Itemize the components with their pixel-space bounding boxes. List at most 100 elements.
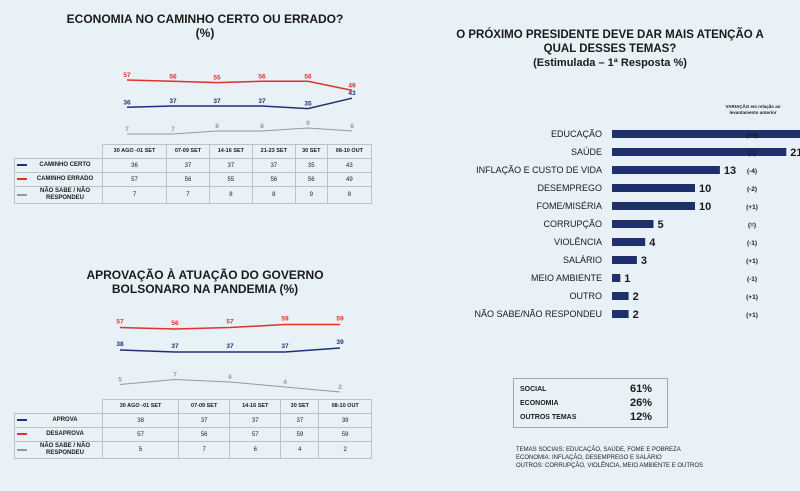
economy-table-header: 30 AGO -01 SET: [102, 144, 167, 159]
economy-series-line-0: [126, 97, 353, 110]
themes-bar: [612, 292, 629, 300]
themes-category-label: OUTRO: [570, 291, 603, 301]
legend-swatch: [17, 419, 27, 422]
themes-variation-label: (=): [748, 150, 756, 157]
approval-table-header: 07-09 SET: [178, 399, 231, 414]
themes-value-label: 10: [699, 183, 711, 195]
economy-table-cell: 37: [251, 158, 296, 173]
themes-variation-label: (-2): [747, 186, 757, 193]
approval-table-cell: 2: [318, 441, 372, 459]
legend-swatch: [17, 178, 27, 181]
themes-value-label: 2: [633, 309, 639, 321]
approval-data-label: 59: [336, 316, 344, 323]
economy-data-label: 36: [123, 99, 131, 106]
economy-table-cell: 9: [294, 186, 328, 204]
footnote-line: TEMAS SOCIAIS: EDUCAÇÃO, SAÚDE, FOME E P…: [516, 447, 681, 453]
themes-value-label: 10: [699, 201, 711, 213]
economy-data-label: 7: [125, 126, 129, 133]
approval-data-label: 39: [336, 339, 344, 346]
economy-line-chart: 36 37 37 37 35 43 57 56 55 56 56 49 7 7 8 8 9 8: [123, 72, 356, 135]
themes-value-label: 3: [641, 255, 647, 267]
approval-data-label: 4: [283, 379, 287, 386]
economy-table-cell: 8: [326, 186, 373, 204]
economy-data-label: 9: [306, 120, 310, 127]
economy-data-label: 35: [304, 101, 312, 108]
economy-table-cell: 7: [102, 186, 167, 204]
themes-category-label: VIOLÊNCIA: [554, 237, 602, 247]
table-row: DESAPROVA 57 56 57 59 59: [14, 427, 372, 442]
economy-table-cell: 49: [326, 172, 373, 187]
economy-table-header: 14-16 SET: [208, 144, 253, 159]
economy-data-label: 57: [123, 72, 131, 79]
themes-bar: [612, 310, 629, 318]
footnotes: TEMAS SOCIAIS: EDUCAÇÃO, SAÚDE, FOME E P…: [516, 446, 703, 470]
economy-chart-panel: ECONOMIA NO CAMINHO CERTO OU ERRADO? (%): [40, 12, 370, 40]
themes-bar: [612, 148, 787, 156]
economy-series-label: CAMINHO ERRADO: [14, 172, 103, 187]
approval-data-label: 37: [281, 343, 289, 350]
themes-category-label: MEIO AMBIENTE: [531, 273, 602, 283]
economy-data-label: 37: [213, 98, 221, 105]
themes-variation-label: (=): [748, 222, 756, 229]
economy-table-header: 21-23 SET: [251, 144, 296, 159]
approval-table-cell: 5: [101, 441, 180, 459]
approval-table-cell: 38: [101, 413, 180, 428]
economy-table-cell: 55: [208, 172, 253, 187]
economy-table-header: 07-09 SET: [166, 144, 210, 159]
economy-data-label: 37: [258, 98, 266, 105]
footnote-line: ECONOMIA: INFLAÇÃO, DESEMPREGO E SALÁRIO: [516, 455, 662, 461]
economy-table-cell: 7: [166, 186, 210, 204]
economy-table-cell: 35: [294, 158, 328, 173]
themes-bar: [612, 184, 695, 192]
economy-table-cell: 56: [251, 172, 296, 187]
approval-table-cell: 56: [178, 427, 231, 442]
legend-swatch: [17, 164, 27, 167]
themes-bar: [612, 130, 800, 138]
economy-table-cell: 56: [166, 172, 210, 187]
themes-variation-label: (+1): [746, 258, 758, 265]
themes-value-label: 5: [658, 219, 664, 231]
economy-data-label: 8: [260, 123, 264, 130]
economy-table-header: 08-10 OUT: [326, 144, 373, 159]
economy-data-label: 56: [169, 73, 177, 80]
economy-series-line-2: [127, 127, 353, 135]
approval-data-label: 37: [226, 343, 234, 350]
economy-data-label: 8: [350, 123, 354, 130]
summary-value: 12%: [630, 411, 653, 423]
summary-box: SOCIAL 61% ECONOMIA 26% OUTROS TEMAS 12%: [513, 378, 668, 428]
approval-series-label: DESAPROVA: [14, 427, 103, 442]
approval-data-label: 57: [226, 319, 234, 326]
economy-data-label: 8: [215, 123, 219, 130]
approval-chart-panel: APROVAÇÃO À ATUAÇÃO DO GOVERNO BOLSONARO…: [60, 268, 350, 296]
approval-data-label: 37: [171, 343, 179, 350]
approval-data-label: 59: [281, 316, 289, 323]
approval-series-line-2: [119, 378, 341, 393]
themes-category-label: DESEMPREGO: [537, 183, 602, 193]
approval-table-cell: 37: [280, 413, 320, 428]
themes-variation-label: (-1): [747, 276, 757, 283]
themes-bar: [612, 238, 646, 246]
themes-chart-panel: O PRÓXIMO PRESIDENTE DEVE DAR MAIS ATENÇ…: [440, 28, 780, 70]
approval-series-line-0: [119, 347, 341, 353]
table-row: CAMINHO ERRADO 57 56 55 56 56 49: [14, 172, 373, 187]
summary-label: ECONOMIA: [520, 399, 559, 407]
legend-swatch: [17, 449, 27, 451]
themes-variation-label: (+1): [746, 312, 758, 319]
themes-bar: [612, 220, 654, 228]
economy-series-label: CAMINHO CERTO: [14, 158, 103, 173]
table-row: APROVA 38 37 37 37 39: [14, 413, 372, 428]
economy-data-table: 30 AGO -01 SET 07-09 SET 14-16 SET 21-23 SE…: [14, 144, 373, 204]
economy-table-cell: 43: [326, 158, 373, 173]
economy-table-cell: 8: [208, 186, 253, 204]
economy-series-line-1: [126, 79, 353, 92]
themes-value-label: 21: [790, 147, 800, 159]
approval-table-cell: 37: [229, 413, 282, 428]
economy-chart-subtitle: (%): [195, 26, 215, 40]
approval-data-table: 30 AGO -01 SET 07-09 SET 14-16 SET 30 SET 08…: [14, 399, 372, 459]
economy-table-corner: [14, 144, 103, 159]
approval-table-header: 30 AGO -01 SET: [101, 399, 180, 414]
themes-bar: [612, 166, 720, 174]
table-row: CAMINHO CERTO 36 37 37 37 35 43: [14, 158, 373, 173]
themes-category-label: INFLAÇÃO E CUSTO DE VIDA: [476, 165, 602, 175]
